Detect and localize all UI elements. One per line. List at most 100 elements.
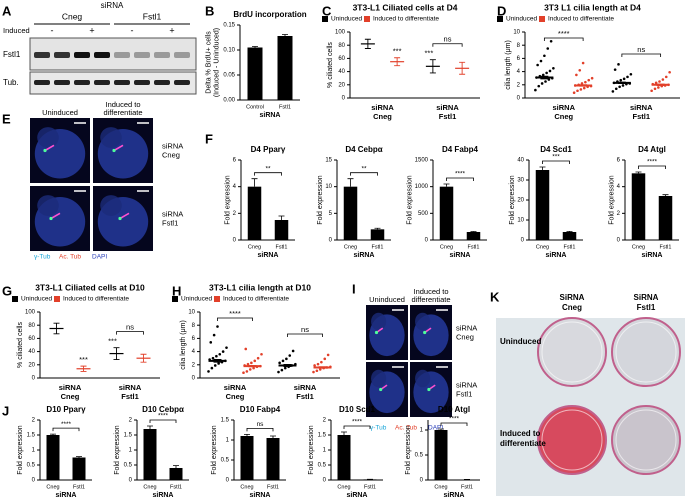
y-tick-label: 0: [517, 96, 521, 102]
stain-label: DAPI: [92, 254, 107, 261]
y-tick-label: 80: [338, 43, 345, 49]
blot-group: Fstl1: [143, 11, 162, 21]
row-label: Fstl1: [456, 389, 472, 398]
bar: [363, 479, 377, 480]
category-prefix: siRNA: [224, 383, 247, 392]
y-tick-label: 8: [192, 323, 196, 329]
chart-title: 3T3-L1 Ciliated cells at D4: [353, 2, 458, 12]
data-point: [281, 359, 285, 363]
error-bar: [617, 81, 626, 84]
error-bar: [459, 61, 466, 75]
data-point: [540, 82, 544, 85]
nucleus: [37, 195, 59, 216]
y-tick-label: 1: [226, 438, 230, 444]
significance-label: ****: [158, 413, 169, 420]
significance-bracket: [149, 419, 177, 423]
significance-label: **: [361, 165, 367, 172]
band-label: Fstl1: [3, 50, 21, 59]
error-bar: [278, 215, 285, 220]
significance-label: ***: [424, 49, 433, 58]
bar: [46, 435, 60, 480]
induced-mark: +: [89, 25, 94, 35]
plate-column: SiRNA: [634, 293, 659, 302]
band: [54, 52, 70, 58]
error-bar: [147, 425, 153, 429]
y-tick-label: 30: [517, 178, 524, 184]
chart-title: D4 Pparγ: [251, 145, 286, 154]
y-axis-label: cilia length (μm): [180, 320, 187, 370]
category-prefix: siRNA: [59, 383, 82, 392]
nucleus: [371, 369, 387, 388]
data-point: [548, 69, 552, 73]
significance-label: ns: [257, 421, 265, 428]
significance-bracket: [52, 427, 80, 432]
data-point: [579, 88, 583, 91]
y-tick-label: 0: [521, 238, 525, 244]
error-bar: [470, 231, 477, 232]
chart-title: 3T3-L1 Ciliated cells at D10: [35, 282, 145, 292]
error-bar: [50, 433, 56, 435]
significance-bracket: [440, 422, 468, 426]
legend-label: Induced to differentiate: [373, 16, 439, 23]
error-bar: [270, 435, 276, 438]
y-tick-label: 8: [517, 43, 521, 49]
y-tick-label: 0.5: [318, 463, 327, 469]
chart-title: D10 Cebpα: [142, 405, 184, 414]
plate: [537, 405, 607, 475]
x-tick-label: Cneg: [440, 244, 453, 250]
error-bar: [80, 365, 87, 372]
data-point: [572, 91, 576, 95]
bar: [535, 170, 550, 240]
data-point: [654, 81, 658, 85]
band: [134, 80, 150, 85]
chart-title: D10 Fabp4: [240, 405, 281, 414]
x-axis-label: siRNA: [641, 252, 662, 259]
data-point: [544, 80, 547, 83]
legend-swatch: [364, 16, 370, 22]
x-tick-label: Cneg: [61, 392, 80, 401]
y-tick-label: 40: [28, 349, 35, 355]
cilium: [113, 144, 124, 152]
chart-title: 3T3 L1 cilia length at D4: [544, 2, 641, 12]
blot-row-label: Induced: [3, 26, 30, 35]
x-tick-label: Fstl1: [564, 244, 576, 250]
y-tick-label: 80: [28, 323, 35, 329]
x-tick-label: Fstl1: [267, 484, 279, 490]
data-point: [576, 89, 579, 93]
significance-label: ****: [455, 171, 466, 178]
panel-letter: I: [352, 281, 356, 296]
panel-letter: D: [497, 3, 506, 18]
error-bar: [244, 434, 250, 436]
bar: [247, 186, 262, 240]
data-point: [210, 366, 214, 370]
data-point: [658, 80, 661, 83]
data-point: [629, 72, 633, 76]
y-tick-label: 2: [517, 82, 521, 88]
y-tick-label: 0: [192, 376, 196, 382]
x-axis-label: siRNA: [152, 492, 173, 499]
error-bar: [374, 227, 381, 230]
y-tick-label: 0: [226, 478, 230, 484]
x-tick-label: Fstl1: [276, 244, 288, 250]
significance-bracket: [432, 43, 463, 47]
y-tick-label: 60: [338, 56, 345, 62]
legend-label: Uninduced: [506, 16, 537, 23]
y-tick-label: 0.5: [221, 458, 230, 464]
plate-column: SiRNA: [560, 293, 585, 302]
x-tick-label: Fstl1: [121, 392, 139, 401]
bar: [72, 457, 86, 480]
data-point: [316, 362, 320, 366]
y-axis-label: Fold expression: [308, 425, 315, 475]
nucleus: [415, 312, 431, 331]
x-axis-label: siRNA: [346, 492, 367, 499]
chart-title: D4 Atgl: [638, 145, 666, 154]
error-bar: [252, 46, 258, 48]
y-tick-label: 4: [233, 184, 237, 190]
data-point: [207, 370, 210, 373]
panel-letter: K: [490, 289, 500, 304]
bar: [631, 173, 646, 240]
significance-bracket: [343, 425, 371, 429]
nucleus: [37, 127, 59, 148]
data-point: [216, 325, 219, 328]
y-tick-label: 1.5: [27, 433, 36, 439]
